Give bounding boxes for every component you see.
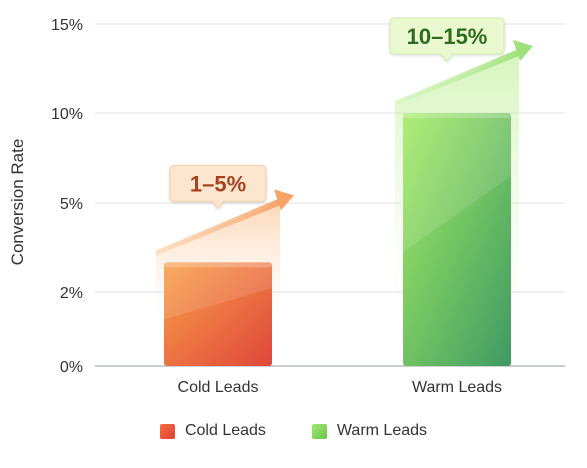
legend-swatch-warm: [311, 423, 327, 439]
bar-highlight-warm: [403, 113, 511, 253]
category-labels: Cold Leads Warm Leads: [178, 379, 503, 396]
y-tick-label: 2%: [60, 285, 83, 302]
legend-swatch-cold: [159, 423, 175, 439]
legend: Cold Leads Warm Leads: [0, 418, 587, 444]
legend-item-warm: Warm Leads: [311, 422, 428, 440]
bar-cap-cold: [164, 262, 272, 268]
callout-badge-warm: [389, 17, 505, 62]
trend-arrowhead-warm: [513, 40, 533, 61]
bars: 1–5% 10–15%: [156, 17, 533, 366]
bar-cold: [164, 262, 272, 366]
callout-label-cold: 1–5%: [190, 171, 246, 196]
callout-label-warm: 10–15%: [407, 24, 488, 49]
y-axis-title: Conversion Rate: [8, 139, 27, 266]
y-tick-label: 10%: [51, 106, 83, 123]
x-category-label: Cold Leads: [178, 379, 259, 396]
legend-label-warm: Warm Leads: [336, 422, 428, 439]
y-axis: 0% 2% 5% 10% 15%: [51, 17, 83, 376]
bar-highlight-cold: [164, 262, 272, 320]
legend-item-cold: Cold Leads: [159, 422, 266, 440]
trend-arrow-cold: [156, 197, 282, 256]
y-tick-label: 15%: [51, 17, 83, 34]
y-tick-label: 5%: [60, 196, 83, 213]
legend-label-cold: Cold Leads: [184, 422, 266, 439]
bar-warm: [403, 113, 511, 366]
callout-badge-cold: [169, 164, 267, 210]
y-tick-label: 0%: [60, 359, 83, 376]
trend-arrow-warm: [395, 48, 521, 106]
trend-arrowhead-cold: [274, 189, 294, 211]
bar-cap-warm: [403, 113, 511, 118]
x-category-label: Warm Leads: [412, 379, 502, 396]
